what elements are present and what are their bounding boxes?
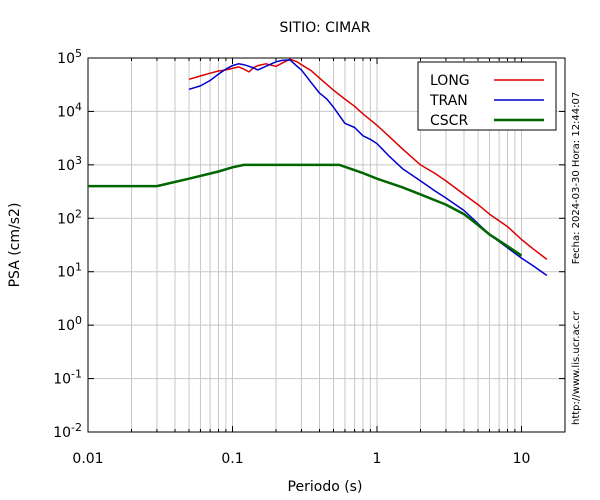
y-axis-tick-labels: 10-2 10-1 100 101 102 103 104 105 (53, 47, 82, 441)
website-text: http://www.lis.ucr.ac.cr (571, 310, 582, 425)
legend: LONG TRAN CSCR (417, 61, 557, 131)
y-tick-label: 103 (57, 154, 82, 174)
plot-frame (87, 57, 566, 433)
x-axis-tick-labels: 0.01 0.1 1 10 (72, 451, 530, 467)
y-tick-label: 102 (57, 207, 82, 227)
x-tick-label: 1 (373, 451, 382, 467)
legend-box (417, 61, 557, 131)
legend-label-long: LONG (430, 73, 470, 89)
x-tick-label: 10 (513, 451, 531, 467)
x-tick-label: 0.01 (72, 451, 103, 467)
series-lines (88, 58, 548, 277)
series-line-cscr (88, 163, 523, 257)
chart-title: SITIO: CIMAR (280, 20, 371, 36)
legend-label-tran: TRAN (429, 93, 468, 109)
axis-ticks (87, 57, 566, 433)
timestamp-text: Fecha: 2024-03-30 Hora: 12:44:07 (571, 92, 582, 265)
grid (87, 57, 566, 433)
series-line-tran (188, 59, 548, 277)
y-axis-title: PSA (cm/s2) (7, 203, 23, 288)
series-line-long (188, 58, 548, 260)
y-tick-label: 104 (57, 100, 82, 120)
y-tick-label: 10-1 (53, 368, 82, 388)
y-tick-label: 105 (57, 47, 82, 67)
y-tick-label: 10-2 (53, 421, 82, 441)
legend-label-cscr: CSCR (430, 113, 468, 129)
y-tick-label: 100 (57, 314, 82, 334)
y-tick-label: 101 (57, 261, 82, 281)
x-axis-title: Periodo (s) (288, 479, 363, 495)
x-tick-label: 0.1 (221, 451, 243, 467)
